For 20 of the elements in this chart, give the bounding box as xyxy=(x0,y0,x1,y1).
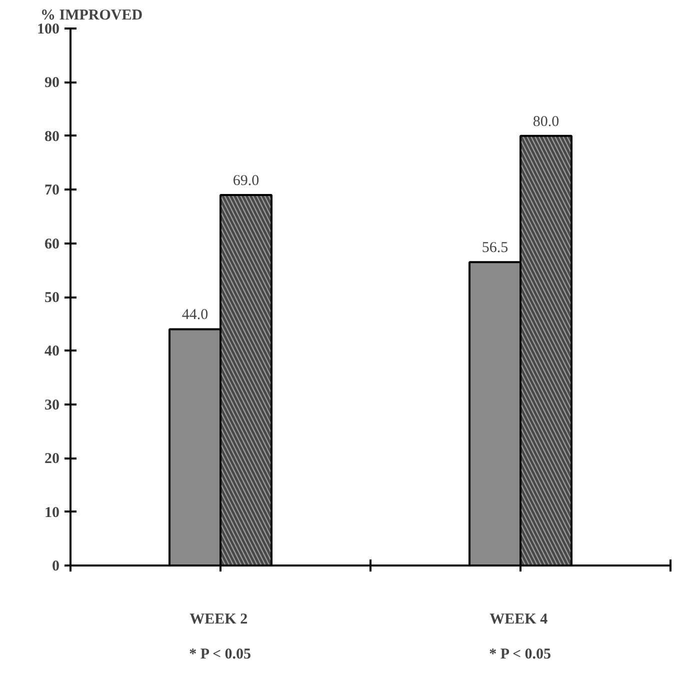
y-tick-label: 20 xyxy=(44,451,60,468)
y-axis-title: % IMPROVED xyxy=(40,8,143,24)
data-label: 56.5 xyxy=(482,240,508,256)
y-tick-label: 30 xyxy=(44,397,60,414)
text: * P < 0.05 xyxy=(189,646,252,662)
data-label: 69.0 xyxy=(232,172,260,189)
y-tick-label: 80 xyxy=(44,128,60,145)
text: * P < 0.05 xyxy=(489,646,552,662)
x-tick-label: WEEK 4 xyxy=(490,612,548,628)
y-tick-label: 100 xyxy=(37,22,60,38)
x-tick-label: WEEK 2 xyxy=(190,612,248,628)
y-tick-label: 70 xyxy=(44,182,60,199)
data-label: 80.0 xyxy=(532,114,560,130)
y-tick-label: 0 xyxy=(52,558,60,574)
y-tick-label: 50 xyxy=(44,290,60,306)
y-tick-label: 60 xyxy=(44,236,60,252)
data-label: 44.0 xyxy=(182,307,208,324)
y-tick-label: 90 xyxy=(44,75,60,92)
y-tick-label: 40 xyxy=(44,344,60,360)
y-tick-label: 10 xyxy=(44,504,60,521)
